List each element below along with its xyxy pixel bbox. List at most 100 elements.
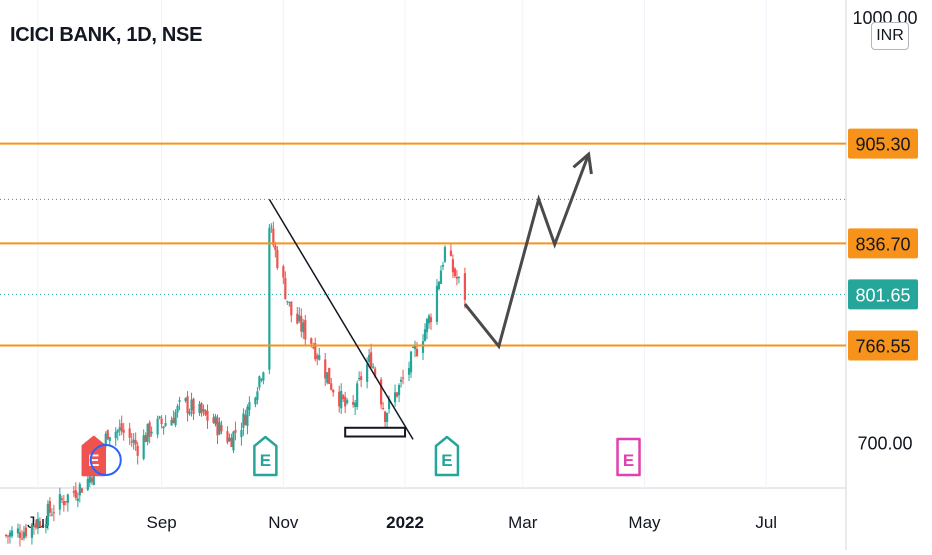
candle-body[interactable] — [134, 440, 137, 445]
candle-body[interactable] — [399, 379, 403, 382]
candle-body[interactable] — [439, 270, 443, 284]
candle-body[interactable] — [453, 268, 457, 277]
candle-body[interactable] — [268, 227, 271, 370]
candle-body[interactable] — [425, 319, 429, 333]
candle-body[interactable] — [78, 484, 81, 496]
candle-body[interactable] — [142, 435, 145, 459]
candle-body[interactable] — [326, 372, 329, 383]
candle-body[interactable] — [258, 376, 261, 388]
candle-body[interactable] — [387, 399, 391, 410]
candle-body[interactable] — [220, 425, 223, 432]
candle-body[interactable] — [360, 376, 363, 381]
candle-body[interactable] — [76, 498, 79, 501]
candle-body[interactable] — [358, 378, 361, 380]
candle-body[interactable] — [18, 532, 22, 538]
candle-body[interactable] — [46, 504, 49, 526]
candle-body[interactable] — [146, 423, 149, 442]
candle-body[interactable] — [242, 413, 245, 428]
candle-body[interactable] — [435, 285, 439, 322]
candle-body[interactable] — [200, 403, 203, 414]
candle-body[interactable] — [342, 395, 345, 400]
candle-body[interactable] — [340, 390, 343, 409]
candle-body[interactable] — [226, 431, 229, 443]
candle-body[interactable] — [192, 398, 195, 414]
candle-body[interactable] — [282, 266, 285, 278]
candle-body[interactable] — [22, 531, 26, 539]
candle-body[interactable] — [160, 418, 163, 425]
candle-body[interactable] — [20, 538, 24, 540]
candle-body[interactable] — [204, 410, 207, 415]
candle-body[interactable] — [4, 534, 8, 536]
projection-path[interactable] — [463, 153, 591, 350]
base-rectangle[interactable] — [344, 426, 407, 438]
candle-body[interactable] — [104, 433, 107, 446]
candle-body[interactable] — [246, 406, 249, 426]
candle-body[interactable] — [32, 525, 36, 527]
candle-body[interactable] — [176, 405, 179, 413]
candle-body[interactable] — [120, 423, 123, 432]
candle-body[interactable] — [156, 418, 159, 435]
candle-body[interactable] — [312, 347, 315, 349]
candle-body[interactable] — [38, 521, 42, 527]
candle-body[interactable] — [328, 367, 331, 384]
candle-body[interactable] — [272, 228, 275, 246]
dividend-marker[interactable] — [89, 444, 122, 476]
candle-body[interactable] — [383, 411, 387, 422]
candle-body[interactable] — [34, 523, 38, 528]
candle-body[interactable] — [270, 226, 273, 228]
candle-body[interactable] — [44, 524, 47, 528]
candle-body[interactable] — [184, 398, 187, 401]
candle-body[interactable] — [52, 512, 55, 514]
candle-body[interactable] — [170, 419, 173, 426]
candle-body[interactable] — [441, 264, 445, 267]
candle-body[interactable] — [8, 532, 12, 537]
earnings-marker[interactable] — [616, 437, 641, 477]
candle-body[interactable] — [366, 364, 369, 382]
candle-body[interactable] — [60, 498, 63, 501]
candle-body[interactable] — [302, 322, 305, 333]
candle-body[interactable] — [332, 389, 335, 393]
candle-body[interactable] — [80, 488, 83, 493]
candle-body[interactable] — [162, 426, 165, 429]
candle-body[interactable] — [330, 383, 333, 390]
candle-body[interactable] — [385, 413, 389, 422]
candle-body[interactable] — [186, 396, 189, 414]
candle-body[interactable] — [324, 359, 327, 379]
candle-body[interactable] — [415, 348, 419, 356]
candle-body[interactable] — [354, 402, 357, 407]
candle-body[interactable] — [296, 313, 299, 324]
candle-body[interactable] — [411, 347, 415, 349]
candle-body[interactable] — [116, 430, 119, 433]
candle-body[interactable] — [108, 437, 111, 442]
candle-body[interactable] — [228, 437, 231, 442]
candle-body[interactable] — [300, 316, 303, 332]
candle-body[interactable] — [413, 346, 417, 350]
candle-body[interactable] — [132, 439, 135, 443]
candle-body[interactable] — [30, 524, 34, 538]
candle-body[interactable] — [144, 435, 147, 442]
candle-body[interactable] — [62, 500, 65, 506]
candle-body[interactable] — [374, 368, 377, 377]
candle-body[interactable] — [372, 366, 375, 368]
candle-body[interactable] — [72, 491, 75, 493]
candle-body[interactable] — [214, 416, 217, 425]
candle-body[interactable] — [393, 392, 397, 403]
candle-body[interactable] — [455, 276, 459, 279]
trendline[interactable] — [268, 198, 414, 440]
candle-body[interactable] — [429, 317, 433, 323]
candle-body[interactable] — [338, 391, 341, 407]
candle-body[interactable] — [284, 277, 287, 300]
candle-body[interactable] — [427, 315, 431, 324]
candle-body[interactable] — [174, 412, 177, 426]
earnings-marker[interactable] — [253, 435, 278, 477]
candle-body[interactable] — [130, 441, 133, 443]
candle-body[interactable] — [244, 415, 247, 425]
candle-body[interactable] — [218, 422, 221, 435]
candle-body[interactable] — [370, 352, 373, 368]
candle-body[interactable] — [234, 430, 237, 433]
candle-body[interactable] — [240, 429, 243, 438]
candle-body[interactable] — [164, 423, 167, 426]
candle-body[interactable] — [158, 416, 161, 419]
candle-body[interactable] — [288, 301, 291, 303]
